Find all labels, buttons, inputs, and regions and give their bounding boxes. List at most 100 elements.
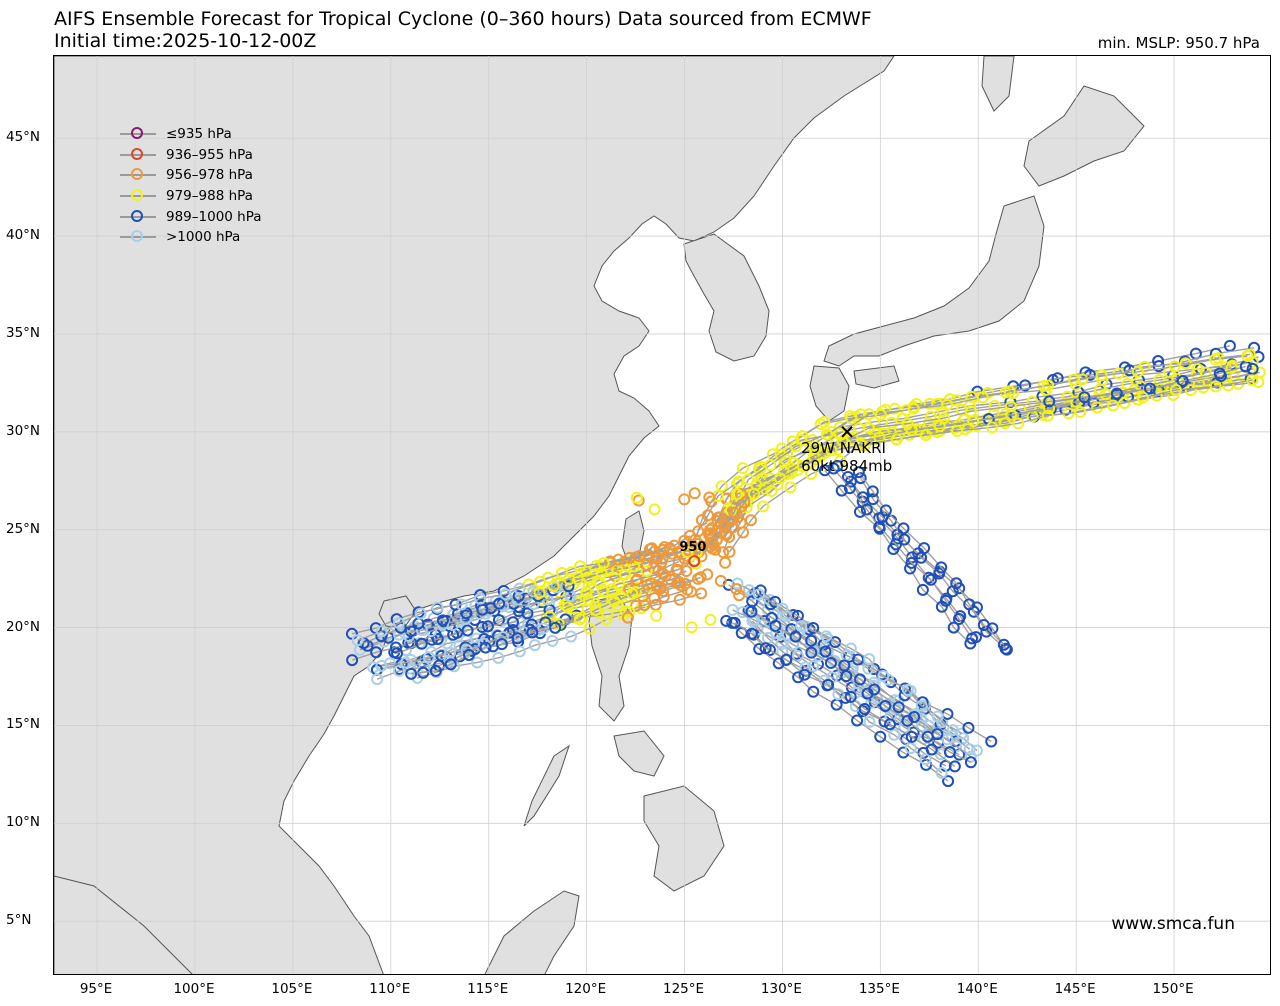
track-point: [1213, 367, 1226, 380]
track-point: [704, 540, 717, 553]
x-tick-label: 145°E: [1054, 981, 1096, 997]
mindanao: [643, 785, 725, 892]
track-line: [700, 379, 1253, 557]
track-point: [924, 410, 937, 423]
track-point: [623, 606, 636, 619]
track-line: [836, 465, 977, 638]
legend-swatch-icon: [118, 147, 158, 163]
track-line: [860, 477, 1007, 650]
track-point: [964, 756, 977, 769]
track-point: [1043, 402, 1056, 415]
track-point: [918, 542, 931, 555]
track-point: [429, 664, 442, 677]
track-point: [1135, 380, 1148, 393]
track-point: [650, 609, 663, 622]
track-point: [391, 647, 404, 660]
track-point: [495, 638, 508, 651]
track-point: [827, 462, 840, 475]
track-point: [563, 573, 576, 586]
track-point: [1005, 408, 1018, 421]
track-point: [726, 603, 739, 616]
x-tick-label: 125°E: [663, 981, 705, 997]
track-point: [1041, 409, 1054, 422]
track-point: [1019, 379, 1032, 392]
track-point: [685, 621, 698, 634]
track-point: [444, 646, 457, 659]
track-line: [396, 569, 677, 654]
japan-honshu: [823, 195, 1045, 367]
track-point: [1184, 384, 1197, 397]
track-point: [1131, 365, 1144, 378]
track-point: [775, 637, 788, 650]
track-point: [580, 586, 593, 599]
track-point: [854, 673, 867, 686]
sakhalin: [981, 56, 1015, 112]
track-point: [964, 405, 977, 418]
track-point: [705, 536, 718, 549]
track-point: [966, 632, 979, 645]
track-point: [901, 683, 914, 696]
track-point: [633, 550, 646, 563]
track-point: [346, 654, 359, 667]
track-point: [866, 485, 879, 498]
track-point: [630, 491, 643, 504]
track-point: [1061, 390, 1074, 403]
track-point: [513, 645, 526, 658]
track-point: [736, 462, 749, 475]
track-point: [1246, 374, 1259, 387]
track-point: [970, 744, 983, 757]
track-point: [840, 670, 853, 683]
track-point: [422, 651, 435, 664]
track-point: [479, 641, 492, 654]
chart-title: AIFS Ensemble Forecast for Tropical Cycl…: [54, 8, 872, 52]
track-point: [1199, 366, 1212, 379]
track-point: [481, 620, 494, 633]
watermark: www.smca.fun: [1111, 914, 1235, 934]
track-point: [589, 604, 602, 617]
track-point: [537, 622, 550, 635]
track-point: [976, 391, 989, 404]
track-point: [654, 580, 667, 593]
track-point: [1246, 362, 1259, 375]
legend-item: 956–978 hPa: [118, 165, 262, 186]
track-point: [963, 743, 976, 756]
x-tick-label: 150°E: [1152, 981, 1194, 997]
track-point: [619, 568, 632, 581]
track-point: [874, 408, 887, 421]
track-point: [854, 438, 867, 451]
track-point: [946, 724, 959, 737]
track-point: [640, 558, 653, 571]
track-point: [706, 521, 719, 534]
track-point: [915, 699, 928, 712]
track-point: [999, 417, 1012, 430]
track-point: [744, 514, 757, 527]
track-point: [907, 402, 920, 415]
track-point: [863, 653, 876, 666]
track-line: [833, 468, 973, 639]
title-line-1: AIFS Ensemble Forecast for Tropical Cycl…: [54, 8, 872, 30]
track-point: [841, 470, 854, 483]
legend-swatch-icon: [118, 229, 158, 245]
track-point: [785, 462, 798, 475]
track-point: [799, 661, 812, 674]
track-point: [431, 632, 444, 645]
track-point: [1004, 400, 1017, 413]
track-point: [673, 593, 686, 606]
track-point: [1209, 380, 1222, 393]
track-point: [1176, 374, 1189, 387]
track-point: [757, 500, 770, 513]
storm-name: 29W NAKRI: [801, 438, 886, 457]
track-point: [496, 631, 509, 644]
track-point: [844, 690, 857, 703]
track-point: [455, 598, 468, 611]
track-point: [431, 601, 444, 614]
track-point: [533, 586, 546, 599]
track-point: [1153, 374, 1166, 387]
track-point: [499, 588, 512, 601]
track-point: [507, 616, 520, 629]
track-point: [964, 637, 977, 650]
track-point: [863, 715, 876, 728]
track-point: [714, 574, 727, 587]
legend-label: 936–955 hPa: [166, 146, 253, 163]
track-point: [517, 626, 530, 639]
